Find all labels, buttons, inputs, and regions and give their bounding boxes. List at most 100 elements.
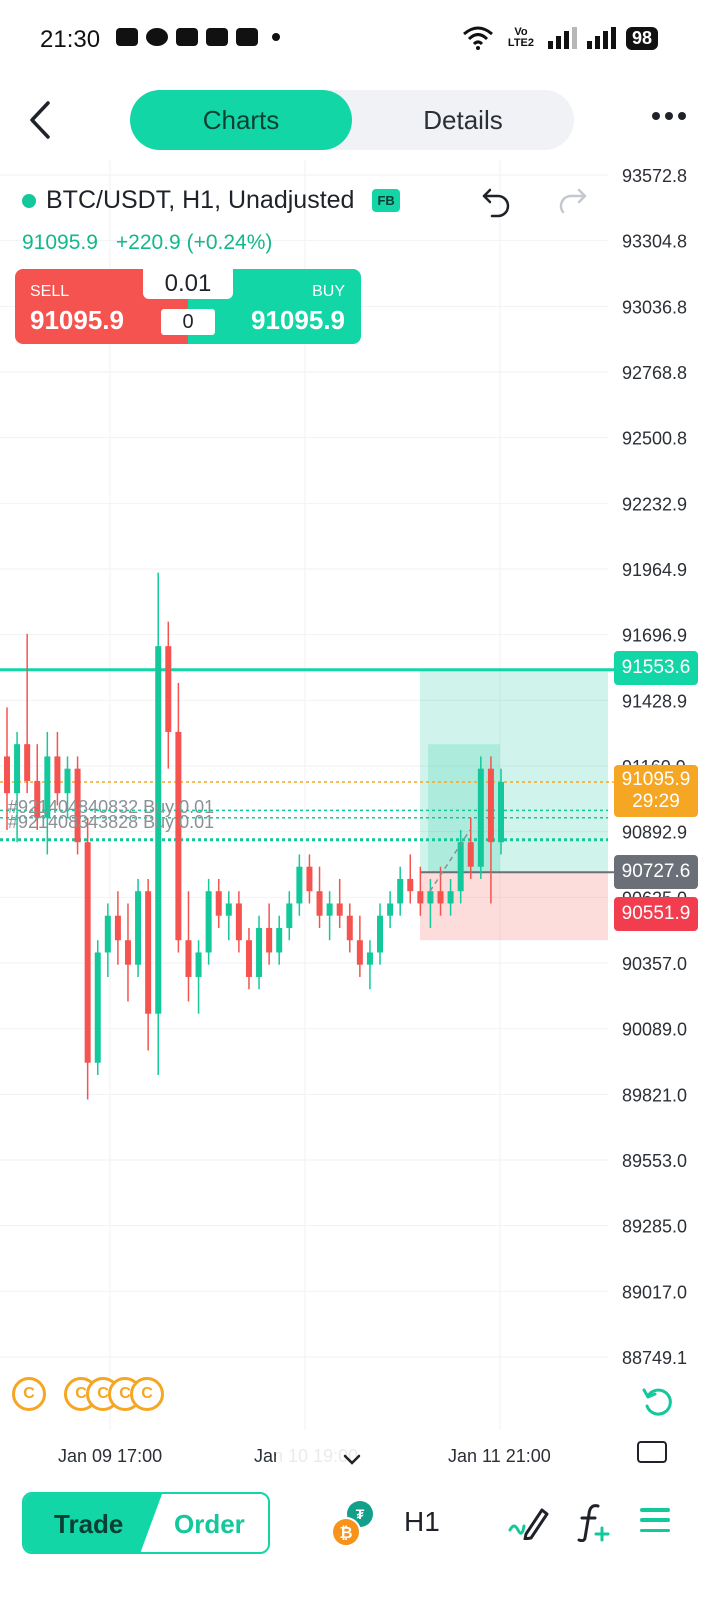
candle-body bbox=[296, 866, 303, 904]
fb-badge: FB bbox=[372, 189, 400, 212]
more-options-button[interactable] bbox=[652, 112, 686, 120]
candle-body bbox=[326, 903, 333, 916]
price-axis-label: 90089.0 bbox=[622, 1020, 687, 1040]
open-price-tag[interactable]: 90727.6 bbox=[614, 855, 698, 889]
indicators-icon[interactable] bbox=[576, 1502, 610, 1542]
last-price: 91095.9 bbox=[22, 231, 98, 254]
undo-icon[interactable] bbox=[480, 184, 514, 218]
candle-body bbox=[4, 756, 10, 794]
price-axis-label: 90892.9 bbox=[622, 823, 687, 843]
price-axis-label: 92232.9 bbox=[622, 494, 687, 514]
chevron-left-icon bbox=[30, 101, 50, 139]
buy-label: BUY bbox=[312, 283, 345, 300]
candle-body bbox=[124, 940, 131, 965]
take-profit-tag[interactable]: 91553.6 bbox=[614, 651, 698, 685]
menu-icon[interactable] bbox=[640, 1508, 670, 1532]
symbol-title[interactable]: BTC/USDT, H1, Unadjusted bbox=[46, 186, 355, 214]
candle-body bbox=[14, 744, 21, 794]
candle-body bbox=[74, 768, 81, 843]
price-axis-label: 89017.0 bbox=[622, 1282, 687, 1302]
back-button[interactable] bbox=[20, 98, 60, 142]
candle-body bbox=[54, 756, 61, 794]
candle-body bbox=[477, 768, 484, 867]
price-axis-label: 89285.0 bbox=[622, 1217, 687, 1237]
candle-body bbox=[135, 891, 142, 965]
candle-body bbox=[155, 646, 162, 1014]
stop-loss-zone bbox=[420, 872, 608, 941]
tab-details[interactable]: Details bbox=[423, 104, 503, 135]
quick-trade-widget: SELL 91095.9 BUY 91095.9 0 bbox=[15, 269, 361, 344]
coin-pair-icon[interactable]: ₮ ₿ bbox=[330, 1500, 380, 1548]
candle-body bbox=[346, 915, 353, 941]
sell-price: 91095.9 bbox=[30, 305, 124, 335]
price-axis-label: 88749.1 bbox=[622, 1348, 687, 1368]
order-label: #921404840832 Buy 0.01 bbox=[8, 797, 214, 817]
price-summary: 91095.9 +220.9 (+0.24%) bbox=[22, 231, 272, 255]
candle-body bbox=[366, 952, 373, 965]
trade-button[interactable]: Trade bbox=[24, 1494, 162, 1552]
copyright-event-icon[interactable]: C bbox=[130, 1377, 164, 1411]
system-icons: Vo LTE2 98 bbox=[462, 26, 658, 50]
collapse-handle[interactable] bbox=[276, 1444, 426, 1478]
candle-body bbox=[377, 915, 384, 953]
status-time: 21:30 bbox=[40, 26, 101, 53]
order-label: #921408343828 Buy 0.01 bbox=[8, 812, 214, 832]
candle-body bbox=[225, 903, 232, 916]
notification-icons bbox=[116, 28, 280, 46]
candle-body bbox=[457, 842, 464, 892]
status-bar: 21:30 Vo LTE2 98 bbox=[0, 0, 720, 80]
price-axis-label: 92768.8 bbox=[622, 363, 687, 383]
candle-body bbox=[487, 768, 494, 843]
candle-body bbox=[145, 891, 152, 1014]
candle-body bbox=[64, 768, 71, 794]
time-label: Jan 09 17:00 bbox=[58, 1446, 163, 1466]
candlestick-chart[interactable]: 93572.8 93304.8 93036.8 92768.8 92500.8 92232… bbox=[0, 160, 720, 1430]
redo-icon[interactable] bbox=[555, 184, 589, 218]
battery-icon: 98 bbox=[625, 26, 658, 50]
view-switcher: Charts Details bbox=[130, 90, 574, 150]
candle-body bbox=[316, 891, 323, 916]
signal-icon bbox=[547, 27, 577, 49]
candle-body bbox=[356, 940, 363, 965]
lot-size-input[interactable] bbox=[143, 269, 233, 299]
sell-label: SELL bbox=[30, 283, 70, 300]
candle-body bbox=[256, 927, 263, 977]
candle-body bbox=[34, 780, 41, 818]
copyright-event-icon[interactable]: C bbox=[12, 1377, 46, 1411]
order-button[interactable]: Order bbox=[174, 1509, 245, 1539]
candle-body bbox=[175, 731, 182, 941]
candle-body bbox=[407, 878, 414, 892]
candle-body bbox=[94, 952, 101, 1063]
spread-value: 0 bbox=[161, 309, 215, 335]
price-axis-label: 91964.9 bbox=[622, 560, 687, 580]
candle-body bbox=[235, 903, 242, 941]
candle-body bbox=[84, 842, 91, 1063]
youtube-icon bbox=[206, 28, 228, 46]
candle-body bbox=[114, 915, 121, 941]
price-axis-label: 93036.8 bbox=[622, 297, 687, 317]
messenger-icon bbox=[146, 28, 168, 46]
candle-body bbox=[245, 940, 252, 977]
more-notifications-dot bbox=[272, 33, 280, 41]
chevron-down-icon bbox=[343, 1454, 361, 1465]
candle-body bbox=[397, 878, 404, 904]
candle-body bbox=[286, 903, 293, 928]
price-change: +220.9 (+0.24%) bbox=[115, 231, 273, 254]
candle-body bbox=[447, 891, 454, 904]
tab-charts[interactable]: Charts bbox=[130, 90, 352, 150]
candle-body bbox=[498, 781, 504, 843]
layout-icon[interactable] bbox=[637, 1441, 667, 1463]
candle-body bbox=[266, 927, 273, 953]
price-axis-label: 89821.0 bbox=[622, 1085, 687, 1105]
reset-view-icon[interactable] bbox=[640, 1384, 676, 1420]
dot-icon bbox=[652, 112, 660, 120]
drawing-tool-icon[interactable] bbox=[508, 1504, 550, 1540]
dot-icon bbox=[678, 112, 686, 120]
timeframe-selector[interactable]: H1 bbox=[404, 1506, 440, 1537]
candle-body bbox=[165, 646, 172, 732]
symbol-header: BTC/USDT, H1, Unadjusted FB bbox=[22, 186, 400, 215]
market-open-indicator bbox=[22, 193, 36, 208]
candle-body bbox=[387, 903, 394, 916]
price-axis-label: 91696.9 bbox=[622, 626, 687, 646]
stop-loss-tag[interactable]: 90551.9 bbox=[614, 897, 698, 931]
